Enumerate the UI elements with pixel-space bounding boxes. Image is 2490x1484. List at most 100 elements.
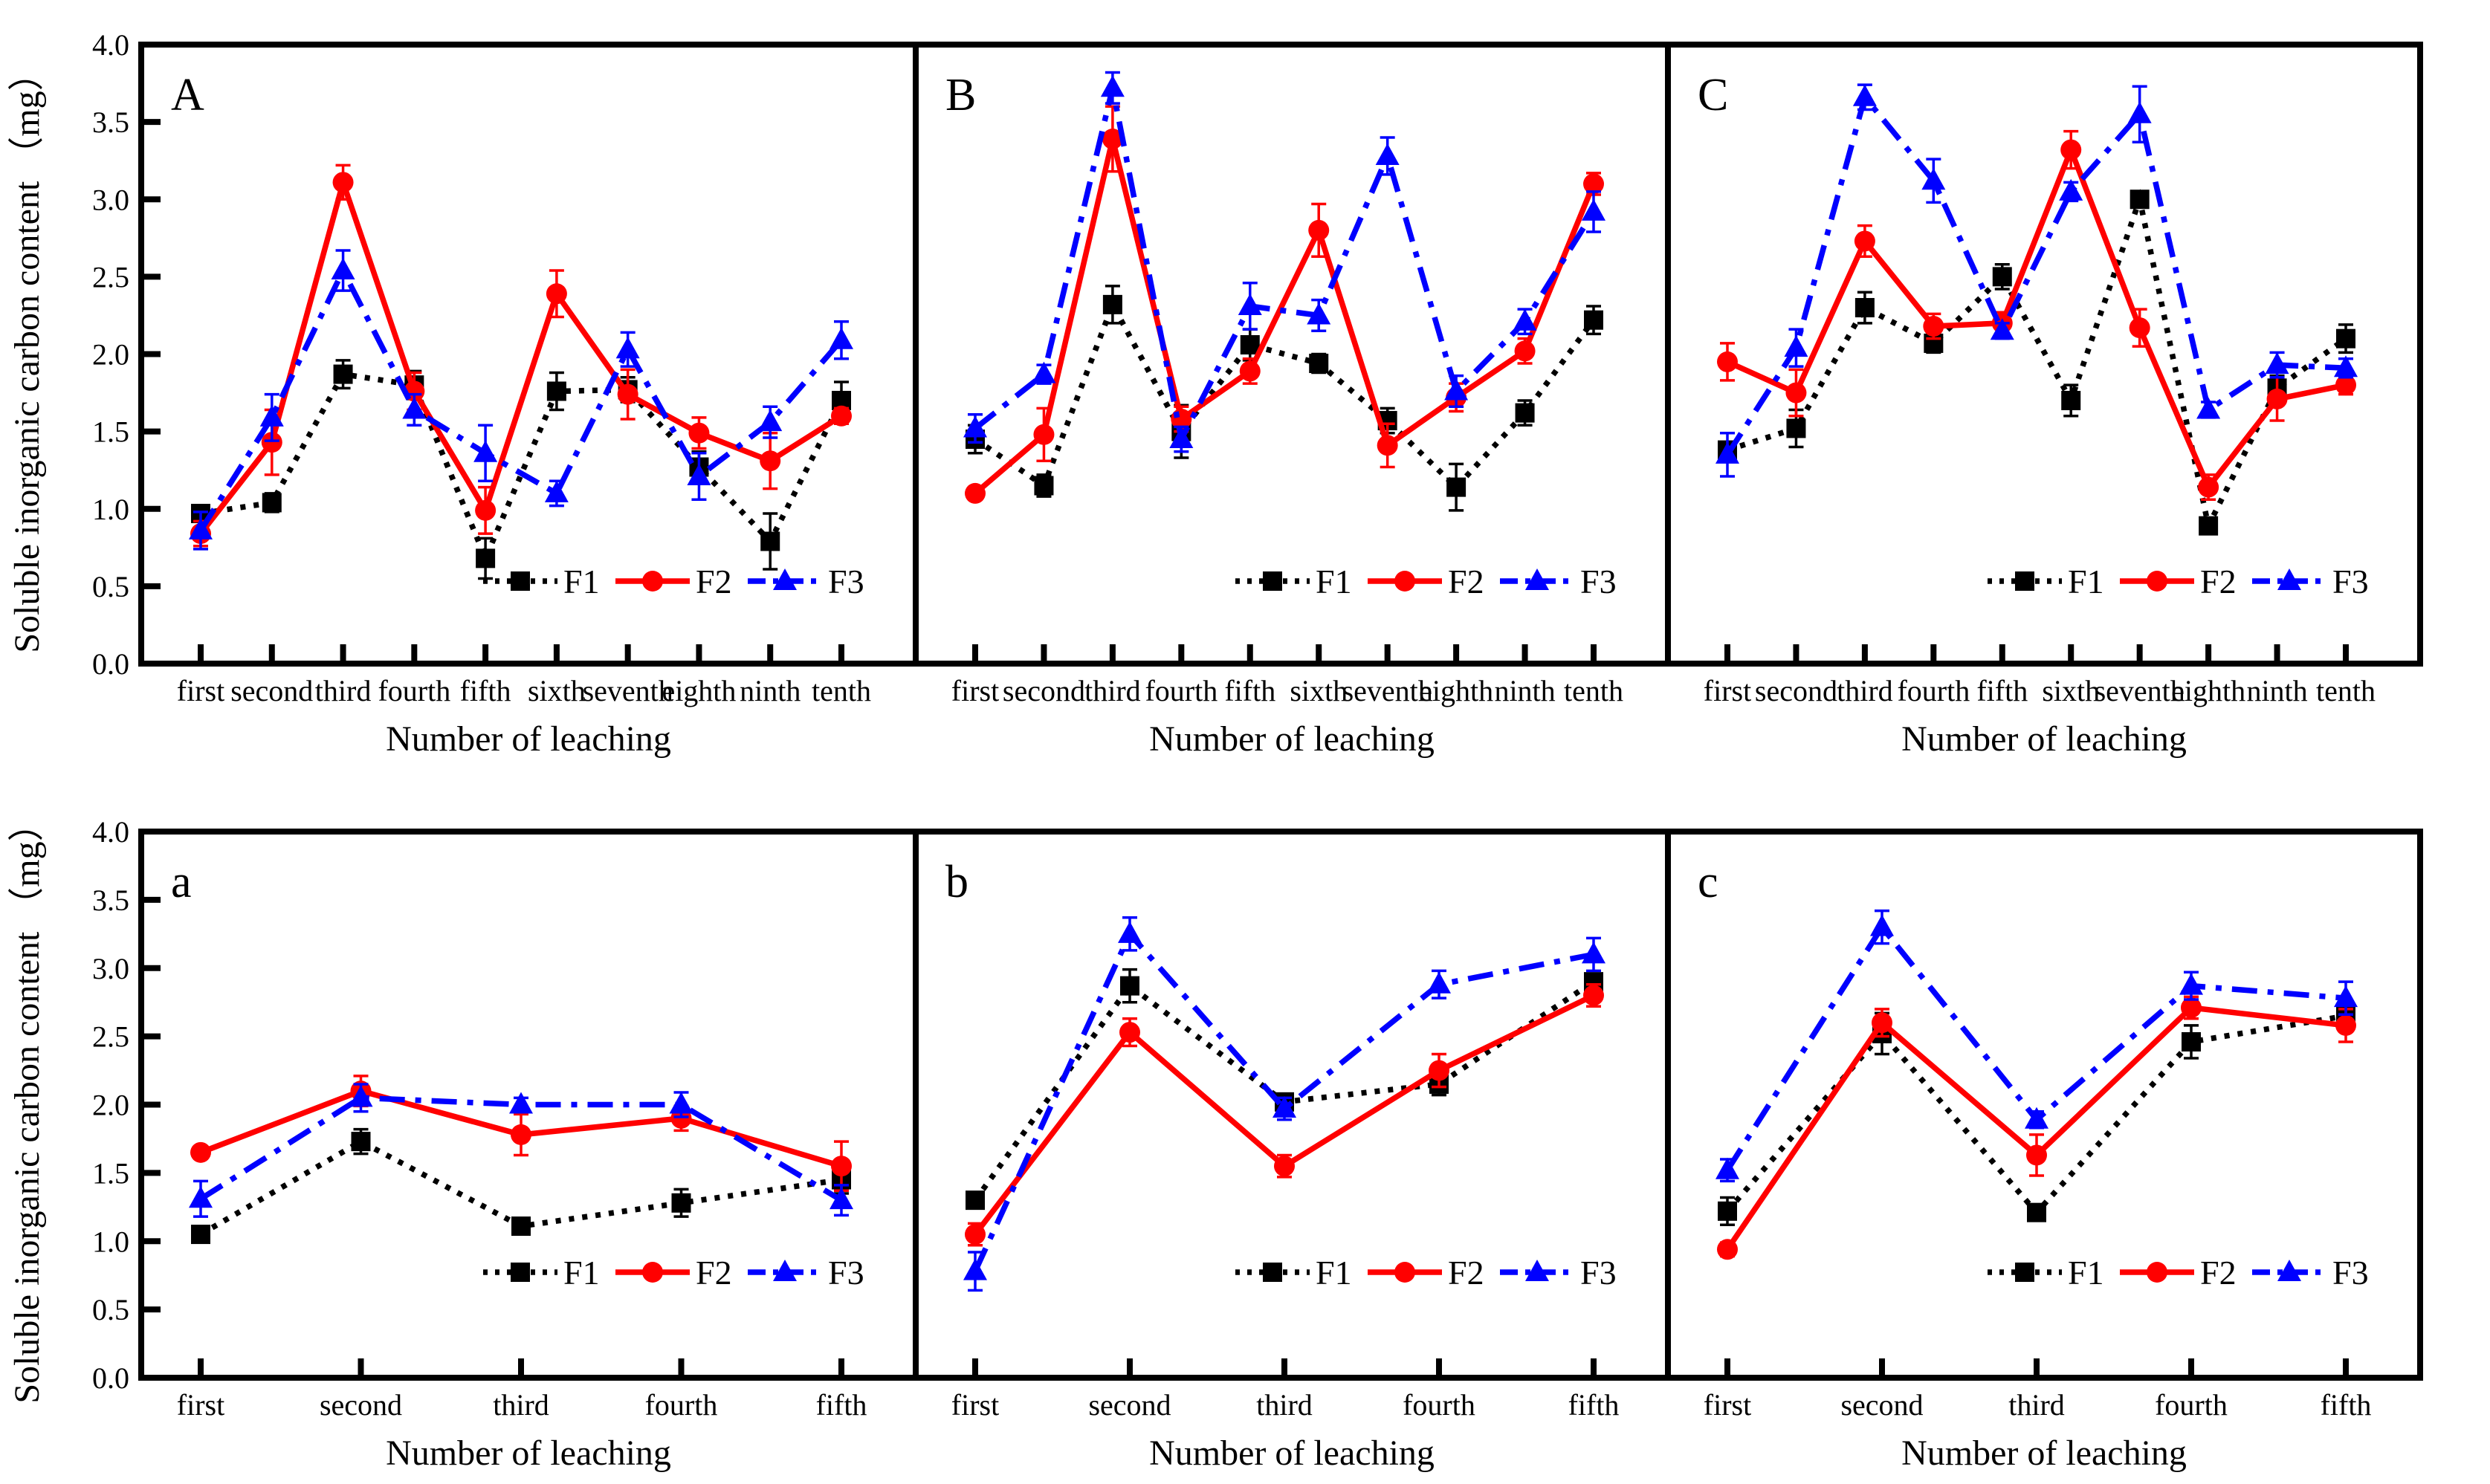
series-F3-markers — [1715, 84, 2358, 464]
x-tick-label: sixth — [1290, 674, 1348, 707]
marker-circle — [965, 1224, 986, 1245]
marker-triangle — [963, 1258, 987, 1280]
marker-square — [2336, 328, 2355, 349]
panel-letter: A — [171, 70, 204, 120]
series-F2-markers — [190, 172, 852, 545]
series-F1-line — [200, 371, 844, 566]
marker-triangle — [669, 1092, 693, 1114]
y-tick-label: 0.5 — [92, 1293, 129, 1326]
panel-letter: B — [945, 70, 976, 120]
marker-circle — [1102, 129, 1123, 150]
marker-square — [1446, 477, 1466, 497]
legend: F1 F2 F3 — [1235, 563, 1617, 600]
y-tick-label: 4.0 — [92, 815, 129, 849]
marker-square — [1034, 476, 1054, 496]
plot-border — [1665, 42, 2423, 667]
marker-square — [2199, 516, 2219, 536]
x-tick-label: eighth — [1419, 674, 1493, 707]
legend-label-F3: F3 — [828, 1254, 864, 1292]
marker-square — [1786, 418, 1806, 438]
legend-label-F2: F2 — [1448, 563, 1484, 600]
x-tick-label: second — [320, 1388, 402, 1422]
legend: F1 F2 F3 — [483, 563, 864, 600]
marker-circle — [1872, 1012, 1892, 1034]
marker-circle — [965, 482, 986, 504]
marker-square — [1120, 976, 1139, 996]
marker-triangle — [2334, 355, 2358, 378]
legend-item-F2: F2 — [615, 563, 732, 600]
y-axis-title: Soluble inorganic carbon content （mg） — [7, 55, 47, 652]
series-F3-line — [1724, 91, 2347, 456]
x-axis-title: Number of leaching — [386, 719, 671, 759]
marker-triangle — [758, 409, 783, 432]
marker-triangle — [1715, 1157, 1739, 1179]
x-tick-label: fifth — [1568, 1388, 1620, 1422]
x-tick-label: fifth — [2321, 1388, 2372, 1422]
legend-marker-triangle — [2277, 1260, 2301, 1281]
panel-letter: C — [1698, 70, 1728, 120]
legend-marker-square — [2015, 571, 2034, 591]
y-tick-label: 3.0 — [92, 952, 129, 985]
marker-circle — [2181, 997, 2202, 1019]
x-tick-label: third — [315, 674, 372, 707]
series-F1-line — [1726, 189, 2348, 534]
series-F2-line — [198, 172, 844, 536]
series-F2-line — [973, 138, 1597, 496]
marker-triangle — [331, 258, 355, 280]
panel-letter: b — [945, 857, 968, 907]
marker-triangle — [349, 1085, 373, 1107]
marker-square — [262, 493, 282, 513]
y-tick-label: 1.0 — [92, 1225, 129, 1258]
marker-circle — [2266, 388, 2288, 409]
marker-square — [1854, 298, 1875, 318]
marker-triangle — [1852, 84, 1877, 106]
marker-triangle — [1307, 302, 1331, 325]
series-F2-markers — [1717, 139, 2356, 498]
legend-item-F1: F1 — [1235, 1254, 1352, 1292]
legend-marker-circle — [2147, 1262, 2167, 1283]
legend-item-F3: F3 — [2252, 1254, 2369, 1292]
legend-marker-circle — [642, 1262, 663, 1283]
marker-circle — [2198, 476, 2219, 498]
marker-square — [2027, 1202, 2046, 1222]
marker-circle — [1923, 316, 1944, 337]
marker-circle — [1119, 1022, 1140, 1043]
x-tick-label: seventh — [1342, 674, 1433, 707]
legend-label-F2: F2 — [2200, 563, 2237, 600]
x-tick-label: third — [1837, 674, 1893, 707]
marker-circle — [2335, 375, 2356, 396]
marker-triangle — [615, 337, 640, 359]
marker-circle — [2060, 139, 2082, 161]
legend-label-F1: F1 — [2068, 1254, 2104, 1292]
marker-triangle — [1513, 308, 1537, 331]
series-F2-markers — [965, 985, 1604, 1245]
panel-letter: c — [1698, 857, 1718, 907]
y-tick-label: 3.5 — [92, 106, 129, 139]
legend-marker-circle — [1394, 571, 1415, 592]
marker-triangle — [1375, 143, 1400, 165]
y-tick-label: 2.0 — [92, 338, 129, 372]
series-F3-errorbars — [193, 249, 849, 551]
marker-triangle — [1582, 198, 1605, 221]
legend-marker-circle — [642, 571, 663, 592]
legend-label-F1: F1 — [1316, 563, 1352, 600]
y-tick-label: 1.5 — [92, 1156, 129, 1190]
marker-triangle — [1990, 318, 2014, 340]
y-tick-label: 0.5 — [92, 570, 129, 603]
marker-circle — [1239, 360, 1261, 382]
marker-triangle — [1238, 293, 1262, 315]
marker-triangle — [189, 1186, 213, 1208]
marker-circle — [546, 283, 567, 305]
marker-circle — [1717, 351, 1738, 372]
x-tick-label: eighth — [662, 674, 736, 707]
series-F1-errorbars — [968, 285, 1601, 512]
marker-circle — [1308, 219, 1330, 241]
marker-square — [546, 381, 566, 401]
x-tick-label: first — [1704, 1388, 1751, 1422]
marker-triangle — [1118, 921, 1142, 943]
x-tick-label: fourth — [378, 674, 450, 707]
marker-triangle — [473, 440, 498, 462]
marker-triangle — [1427, 971, 1451, 994]
y-tick-label: 2.5 — [92, 260, 129, 294]
